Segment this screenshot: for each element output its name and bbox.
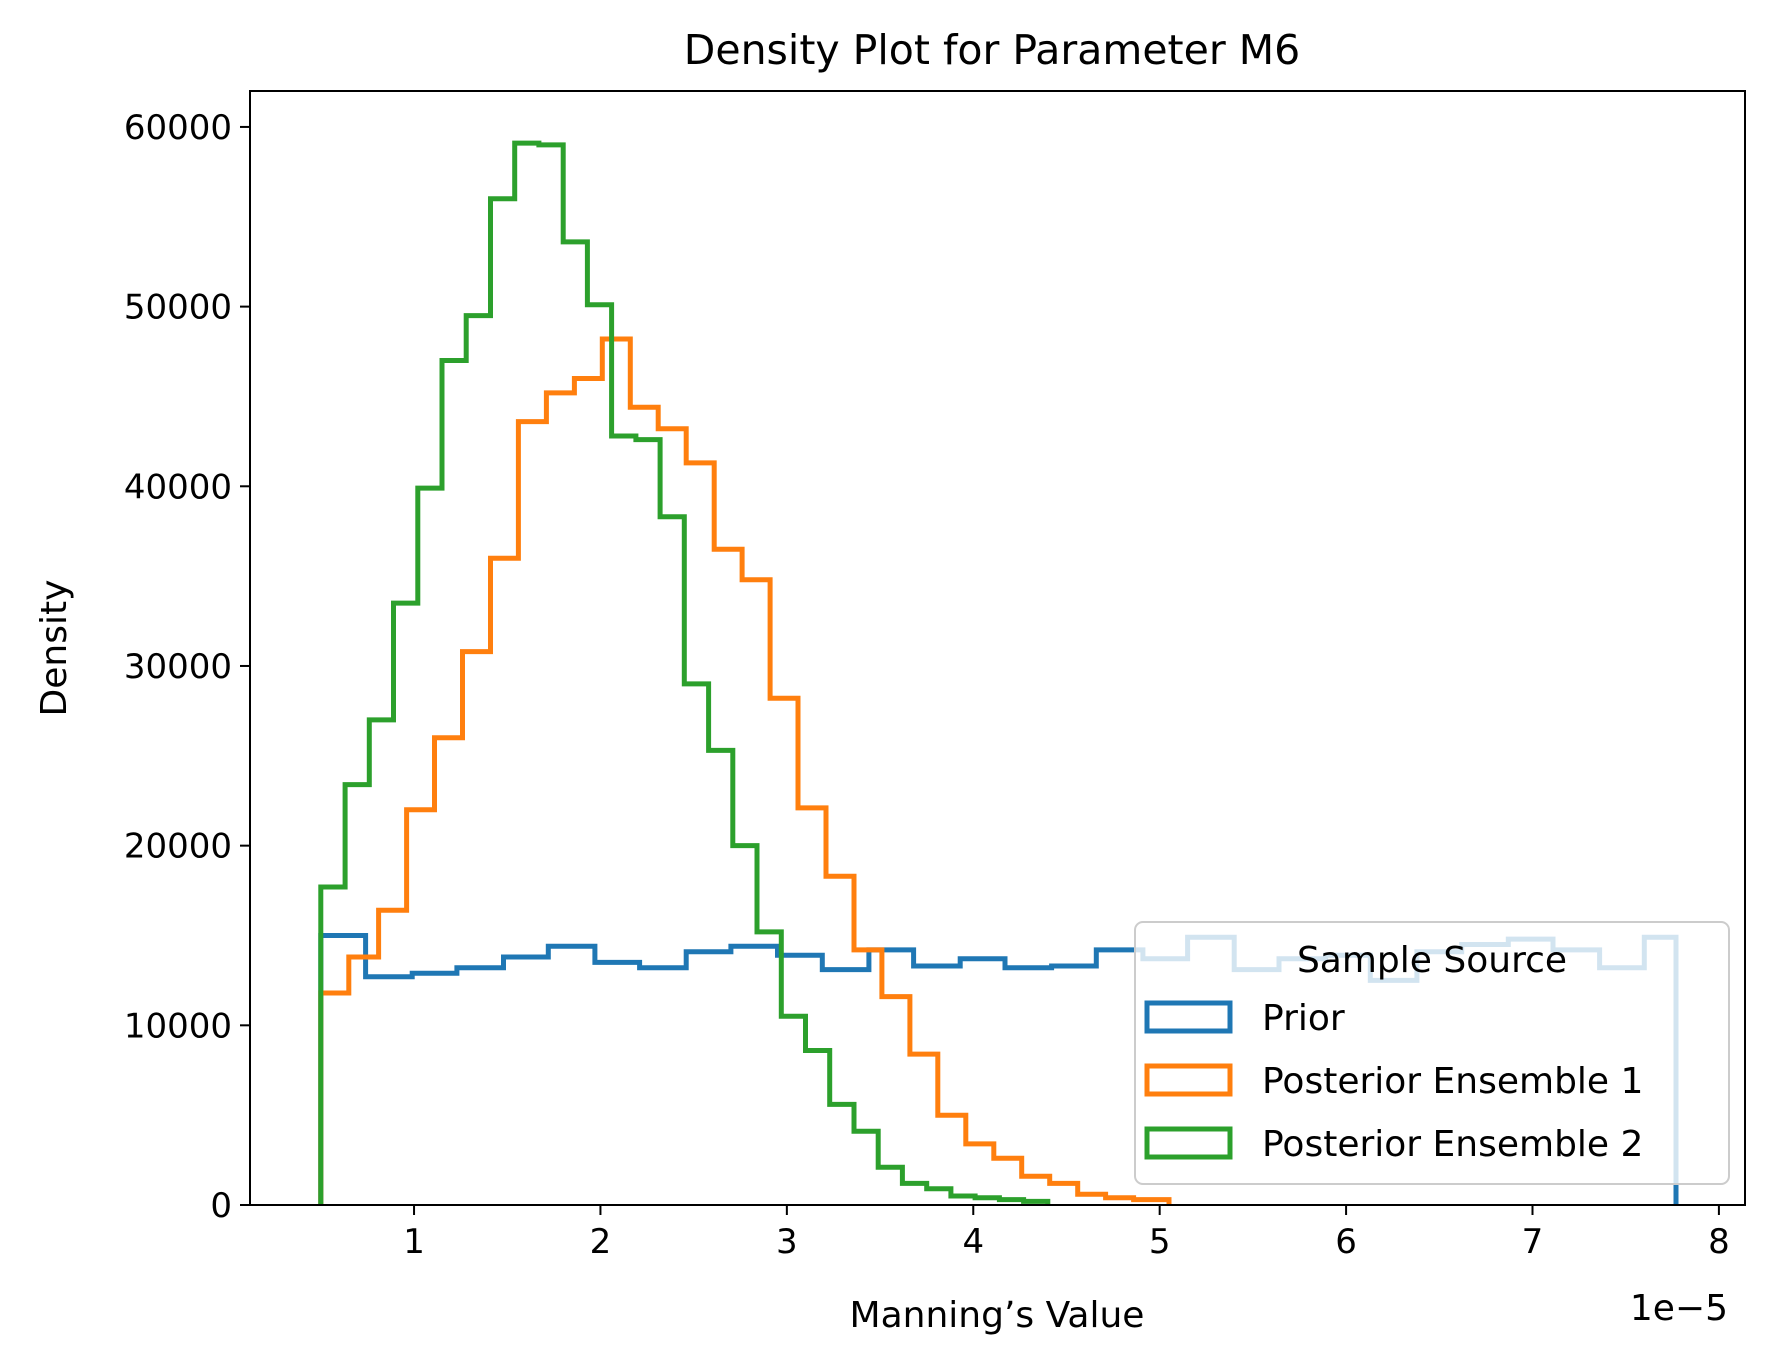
x-tick-label: 6 <box>1335 1222 1357 1262</box>
series-posterior-ensemble-2 <box>318 140 1051 1205</box>
series-posterior-ensemble-1 <box>318 336 1172 1205</box>
x-tick-label: 3 <box>776 1222 798 1262</box>
plot-frame <box>249 90 1746 1206</box>
legend-label-posterior-ensemble-2: Posterior Ensemble 2 <box>1262 1124 1643 1165</box>
x-tick-label: 2 <box>590 1222 612 1262</box>
legend-label-posterior-ensemble-1: Posterior Ensemble 1 <box>1262 1061 1643 1102</box>
x-tick-label: 4 <box>962 1222 984 1262</box>
legend-swatch-posterior-ensemble-1 <box>1144 1063 1233 1097</box>
x-axis: 1 2 3 4 5 6 7 8 <box>403 1205 1730 1262</box>
legend-entries: Prior Posterior Ensemble 1 Posterior Ensem… <box>1144 998 1643 1165</box>
y-tick-label: 50000 <box>124 288 232 328</box>
x-tick-label: 1 <box>403 1222 425 1262</box>
x-offset-label: 1e−5 <box>1630 1288 1728 1329</box>
legend-box <box>1134 921 1730 1185</box>
y-tick-label: 40000 <box>124 467 232 507</box>
y-axis-label: Density <box>34 580 75 717</box>
y-tick-label: 10000 <box>124 1006 232 1046</box>
y-tick-label: 0 <box>210 1186 232 1226</box>
y-tick-label: 20000 <box>124 827 232 867</box>
x-tick-label: 7 <box>1522 1222 1544 1262</box>
y-tick-label: 60000 <box>124 108 232 148</box>
legend-label-prior: Prior <box>1262 998 1345 1039</box>
legend-title: Sample Source <box>1297 940 1567 981</box>
legend-swatch-posterior-ensemble-2 <box>1144 1126 1233 1160</box>
y-tick-label: 30000 <box>124 647 232 687</box>
x-tick-label: 5 <box>1149 1222 1171 1262</box>
chart-title: Density Plot for Parameter M6 <box>684 26 1300 74</box>
x-axis-label: Manning’s Value <box>850 1295 1145 1336</box>
y-axis: 0 10000 20000 30000 40000 50000 60000 <box>124 108 250 1226</box>
x-tick-label: 8 <box>1708 1222 1730 1262</box>
legend-swatch-prior <box>1144 1000 1233 1034</box>
